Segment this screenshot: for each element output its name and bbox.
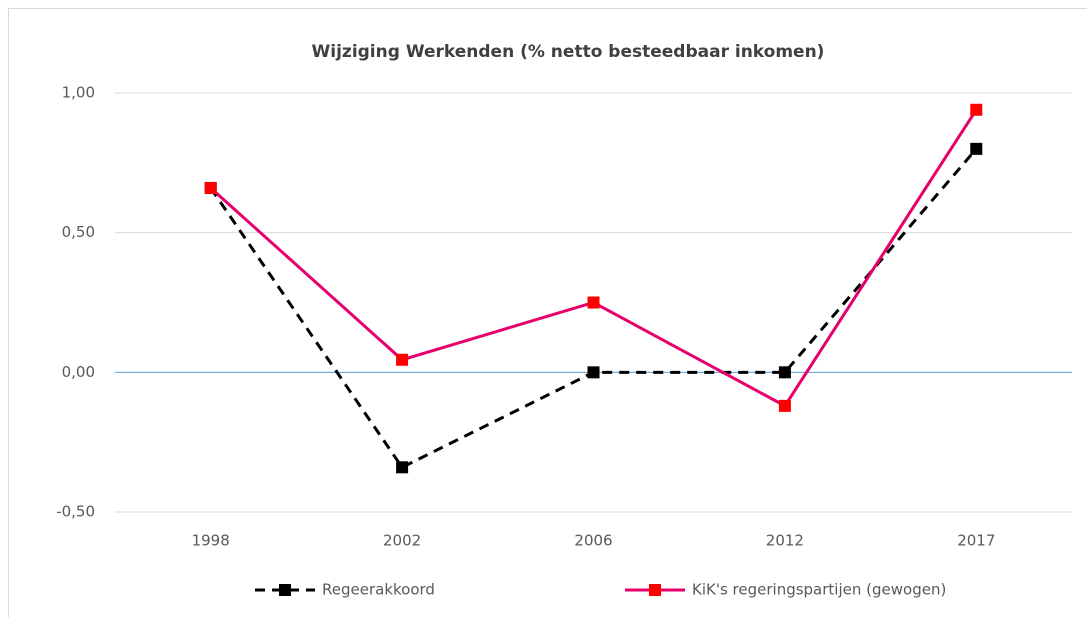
chart-frame xyxy=(8,8,1087,617)
point-marker xyxy=(778,399,791,412)
legend-marker xyxy=(279,584,291,596)
x-tick-label: 2006 xyxy=(574,532,612,550)
chart-title: Wijziging Werkenden (% netto besteedbaar… xyxy=(312,42,825,62)
point-marker xyxy=(970,103,983,116)
legend-label: Regeerakkoord xyxy=(322,581,435,599)
legend-marker xyxy=(649,584,661,596)
legend-label: KiK's regeringspartijen (gewogen) xyxy=(692,581,946,599)
y-tick-label: 0,00 xyxy=(62,363,95,381)
x-tick-label: 2012 xyxy=(766,532,804,550)
x-tick-label: 1998 xyxy=(192,532,230,550)
x-tick-label: 2002 xyxy=(383,532,421,550)
point-marker xyxy=(396,353,409,366)
y-tick-label: -0,50 xyxy=(56,503,95,521)
point-marker xyxy=(778,366,791,379)
point-marker xyxy=(396,461,409,474)
point-marker xyxy=(970,142,983,155)
point-marker xyxy=(587,296,600,309)
point-marker xyxy=(587,366,600,379)
point-marker xyxy=(204,181,217,194)
y-tick-label: 1,00 xyxy=(62,84,95,102)
x-tick-label: 2017 xyxy=(957,532,995,550)
y-tick-label: 0,50 xyxy=(62,223,95,241)
